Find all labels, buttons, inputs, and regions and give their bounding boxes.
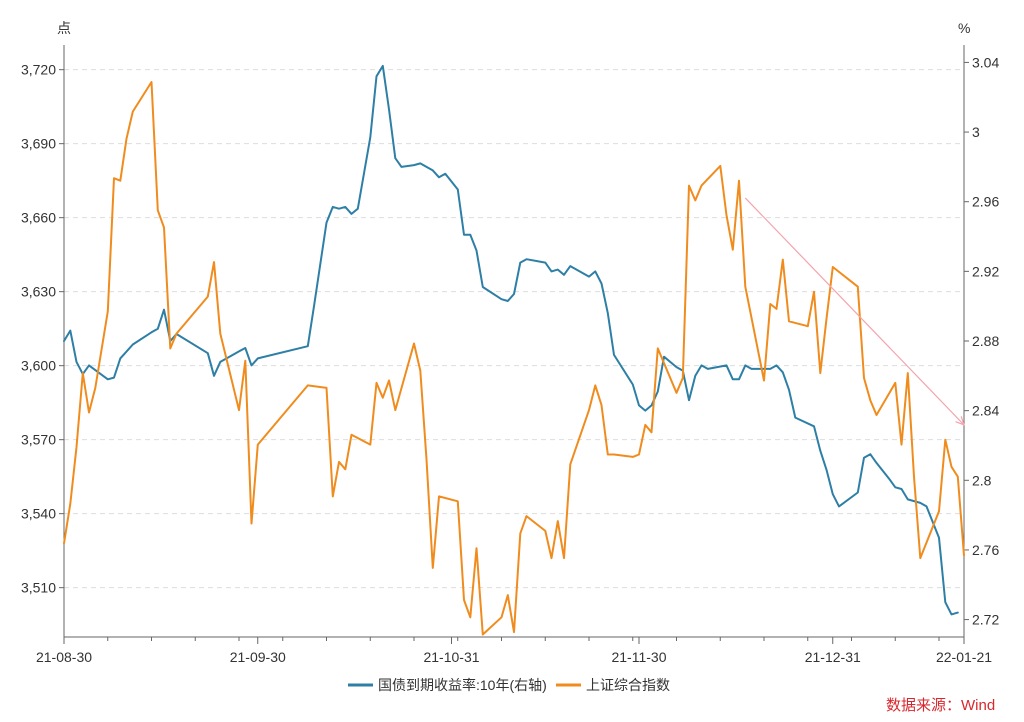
axes-layer: 点 % 3,510 3,540 3,570 3,600 3,630 3,660 3,690 3… — [21, 20, 1000, 665]
grid-layer — [64, 69, 964, 589]
series-line-bond-yield — [63, 64, 959, 616]
right-axis-tick-label: 2.84 — [972, 403, 999, 419]
left-axis-tick-label: 3,720 — [21, 62, 56, 78]
left-axis-tick-label: 3,570 — [21, 432, 56, 448]
left-axis-tick-label: 3,660 — [21, 210, 56, 226]
series-line-sse-index — [63, 81, 965, 636]
x-axis-tick-label: 21-08-30 — [36, 649, 92, 665]
left-axis-tick-label: 3,690 — [21, 136, 56, 152]
right-axis-tick-label: 2.8 — [972, 472, 992, 488]
right-axis-tick-label: 3 — [972, 124, 980, 140]
trend-line-arrowhead — [955, 416, 965, 426]
source-note: 数据来源：Wind — [886, 697, 995, 714]
x-axis-tick-label: 21-12-31 — [805, 649, 861, 665]
right-axis-tick-label: 2.96 — [972, 194, 999, 210]
legend: 国债到期收益率:10年(右轴) 上证综合指数 — [348, 677, 670, 693]
trend-line — [744, 197, 965, 426]
x-axis-tick-label: 21-11-30 — [611, 649, 666, 665]
right-axis-tick-label: 2.76 — [972, 542, 999, 558]
left-axis-unit-label: 点 — [57, 20, 71, 36]
x-axis-tick-label: 21-09-30 — [230, 649, 286, 665]
right-axis-tick-label: 3.04 — [972, 54, 999, 70]
legend-label-bond-yield: 国债到期收益率:10年(右轴) — [378, 677, 547, 693]
x-axis-tick-label: 21-10-31 — [423, 649, 479, 665]
left-axis-tick-label: 3,630 — [21, 284, 56, 300]
x-axis-tick-label: 22-01-21 — [936, 649, 992, 665]
right-axis-tick-label: 2.88 — [972, 333, 999, 349]
right-axis-tick-label: 2.72 — [972, 612, 999, 628]
right-axis-tick-label: 2.92 — [972, 263, 999, 279]
left-axis-tick-label: 3,600 — [21, 358, 56, 374]
legend-label-sse-index: 上证综合指数 — [586, 677, 670, 693]
series-layer — [63, 64, 965, 636]
left-axis-tick-label: 3,540 — [21, 506, 56, 522]
right-axis-unit-label: % — [958, 20, 970, 36]
left-axis-tick-label: 3,510 — [21, 580, 56, 596]
